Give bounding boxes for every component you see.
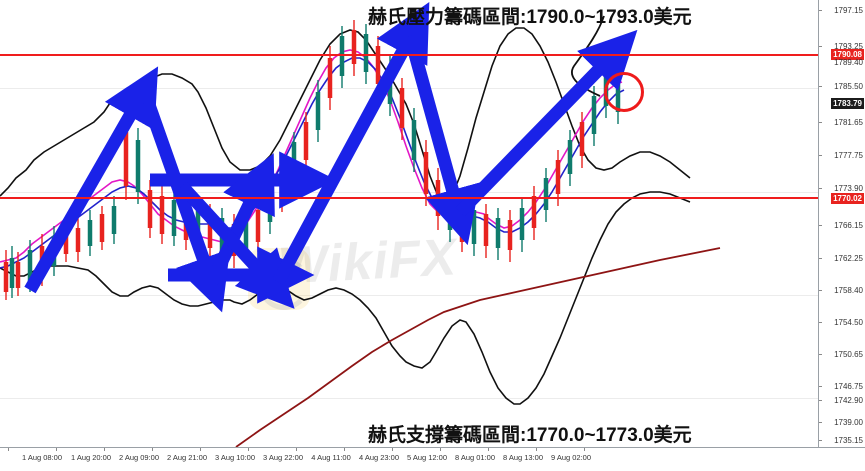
arrow-down-2 [177, 181, 295, 309]
price-label: 1735.15 [834, 436, 863, 445]
chart-graphics [0, 1, 721, 447]
resistance-line [0, 54, 818, 56]
time-label: 3 Aug 10:00 [214, 453, 256, 462]
time-label: 8 Aug 01:00 [454, 453, 496, 462]
price-label: 1742.90 [834, 396, 863, 405]
time-label: 3 Aug 22:00 [262, 453, 304, 462]
price-label: 1785.50 [834, 82, 863, 91]
resistance-annotation-text: 赫氏壓力籌碼區間:1790.0~1793.0美元 [368, 7, 692, 28]
gridline [0, 398, 818, 399]
price-label: 1797.15 [834, 6, 863, 15]
time-label: 4 Aug 23:00 [358, 453, 400, 462]
price-axis[interactable]: 1797.15 1793.25 1790.08 1789.40 1785.50 … [818, 0, 865, 447]
ma-mid-line [0, 57, 625, 269]
time-label: 5 Aug 12:00 [406, 453, 448, 462]
time-axis[interactable]: 1 Aug 08:00 1 Aug 20:00 2 Aug 09:00 2 Au… [0, 447, 865, 471]
price-label: 1762.25 [834, 254, 863, 263]
highlight-circle [604, 72, 644, 112]
resistance-price-label: 1790.08 [831, 49, 864, 60]
gridline [0, 295, 818, 296]
time-label: 2 Aug 21:00 [166, 453, 208, 462]
price-label: 1766.15 [834, 221, 863, 230]
arrow-down-3 [403, 34, 481, 246]
support-line [0, 197, 818, 199]
time-label: 8 Aug 13:00 [502, 453, 544, 462]
time-label: 9 Aug 02:00 [550, 453, 592, 462]
arrow-up-4 [455, 29, 638, 217]
price-label: 1773.90 [834, 184, 863, 193]
price-label: 1777.75 [834, 151, 863, 160]
price-label: 1746.75 [834, 382, 863, 391]
gridline [0, 88, 818, 89]
price-label: 1750.65 [834, 350, 863, 359]
price-label: 1789.40 [834, 58, 863, 67]
gridline [0, 192, 818, 193]
price-label: 1739.00 [834, 418, 863, 427]
arrow-up-1 [24, 66, 159, 294]
annotation-arrows [24, 1, 638, 313]
current-price-label: 1783.79 [831, 98, 864, 109]
price-label: 1793.25 [834, 42, 863, 51]
support-price-label: 1770.02 [831, 193, 864, 204]
price-label: 1754.50 [834, 318, 863, 327]
support-annotation-text: 赫氏支撐籌碼區間:1770.0~1773.0美元 [368, 425, 692, 446]
ma-fast-line [0, 49, 623, 263]
ma-slow-line [235, 247, 721, 447]
time-label: 2 Aug 09:00 [118, 453, 160, 462]
arrow-up-2 [206, 153, 275, 285]
price-label: 1781.65 [834, 118, 863, 127]
time-label: 4 Aug 11:00 [311, 453, 351, 462]
bollinger-lower-line [0, 191, 691, 405]
time-label: 1 Aug 08:00 [21, 453, 63, 462]
chart-plot-area[interactable]: WikiFX [0, 0, 818, 447]
time-label: 1 Aug 20:00 [70, 453, 112, 462]
price-label: 1758.40 [834, 286, 863, 295]
arrow-up-3 [272, 1, 430, 286]
